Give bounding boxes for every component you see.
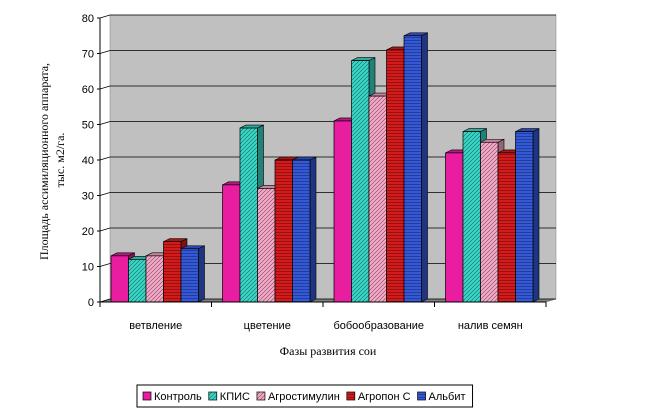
legend-swatch-hatch <box>417 392 426 400</box>
bar-side <box>421 32 428 303</box>
legend-swatch-hatch <box>346 392 355 400</box>
y-tick-label: 40 <box>82 155 94 167</box>
bar-hatch <box>128 259 146 302</box>
bar-hatch <box>257 188 275 302</box>
x-category-label: ветвление <box>129 320 182 332</box>
bar-side <box>309 156 317 303</box>
legend-swatch-hatch <box>208 392 217 400</box>
gridline-depth <box>99 85 111 90</box>
gridline-depth <box>99 227 111 232</box>
bar-front <box>333 120 352 303</box>
bar <box>292 156 317 303</box>
x-category-label: налив семян <box>458 320 523 332</box>
y-tick-label: 50 <box>82 120 94 132</box>
gridline-depth <box>99 14 111 19</box>
legend-label: Агростимулин <box>268 391 340 403</box>
legend: Контроль КПИС Агростимулин Агропон С Альбит <box>136 384 474 408</box>
bars <box>110 32 540 303</box>
bar-hatch <box>369 96 387 302</box>
x-category-label: цветение <box>244 320 291 332</box>
bar-hatch <box>275 160 293 302</box>
x-axis-title: Фазы развития сои <box>280 344 377 358</box>
bar <box>403 32 428 303</box>
bar-hatch <box>163 241 181 302</box>
bar-hatch <box>181 248 199 302</box>
bar <box>180 245 205 303</box>
gridline-depth <box>99 50 111 54</box>
gridline-depth <box>99 156 111 161</box>
bar-hatch <box>292 160 310 302</box>
bar-hatch <box>386 49 404 303</box>
x-category-label: бобообразование <box>333 320 424 332</box>
bar-hatch <box>515 131 533 302</box>
legend-label: Агропон С <box>358 391 411 403</box>
legend-item: Контроль <box>142 391 202 403</box>
legend-label: Альбит <box>429 391 466 403</box>
bar-hatch <box>146 255 164 302</box>
y-tick-label: 80 <box>82 13 94 25</box>
bar-hatch <box>404 35 422 302</box>
y-tick-labels: 0 10 20 30 40 50 60 70 80 <box>82 13 100 309</box>
bar-hatch <box>351 60 369 302</box>
legend-box <box>136 384 474 408</box>
gridline-depth <box>99 263 111 267</box>
x-category-labels: ветвление цветение бобообразование налив се… <box>99 302 547 332</box>
legend-item: Агропон С <box>346 391 411 403</box>
legend-label: Контроль <box>154 391 202 403</box>
y-tick-label: 60 <box>82 84 94 96</box>
bar-front <box>445 152 464 303</box>
legend-swatch <box>142 391 152 401</box>
bar-side <box>198 245 205 303</box>
bar-front <box>222 184 241 303</box>
legend-item: КПИС <box>208 391 250 403</box>
y-axis-title: Площадь ассимиляционного аппарата, тыс. … <box>37 60 67 260</box>
bar-side <box>532 128 540 303</box>
bar-hatch <box>240 128 258 302</box>
gridline-depth <box>99 121 111 125</box>
legend-swatch-hatch <box>256 392 265 400</box>
y-tick-label: 20 <box>82 226 94 238</box>
bar <box>515 128 540 303</box>
legend-item: Агростимулин <box>256 391 340 403</box>
y-axis-title-line-1: Площадь ассимиляционного аппарата, <box>37 63 51 260</box>
bar-hatch <box>480 142 498 302</box>
y-axis-title-line-2: тыс. м2/га. <box>53 133 67 188</box>
bar-hatch <box>463 131 481 302</box>
y-tick-label: 0 <box>88 297 94 309</box>
legend-item: Альбит <box>417 391 466 403</box>
y-tick-label: 30 <box>82 191 94 203</box>
gridline-depth <box>99 192 111 196</box>
y-tick-label: 10 <box>82 262 94 274</box>
bar-hatch <box>498 152 516 302</box>
y-tick-label: 70 <box>82 49 94 61</box>
bar-front <box>110 255 129 303</box>
legend-label: КПИС <box>220 391 250 403</box>
